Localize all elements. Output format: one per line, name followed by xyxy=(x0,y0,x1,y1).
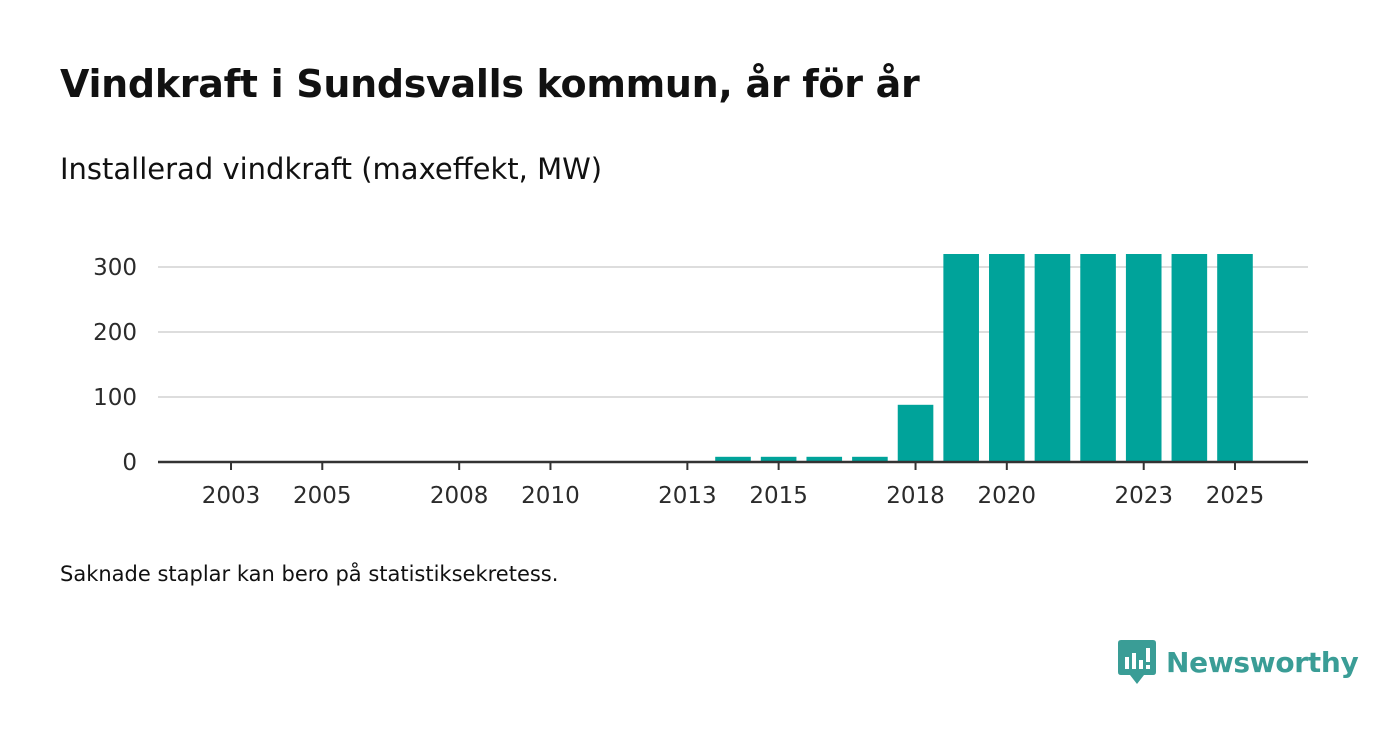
footnote: Saknade staplar kan bero på statistiksek… xyxy=(60,562,559,586)
x-tick-label-2020: 2020 xyxy=(978,483,1037,509)
x-tick-label-2015: 2015 xyxy=(749,483,808,509)
bar-2018 xyxy=(897,404,934,462)
tick-labels: 0 100 200 300 2003 2005 2008 2010 2013 2015 2018 20… xyxy=(93,255,1264,509)
x-tick-label-2013: 2013 xyxy=(658,483,717,509)
x-tick-label-2003: 2003 xyxy=(202,483,261,509)
bar-2023 xyxy=(1125,254,1162,462)
x-tick-label-2025: 2025 xyxy=(1206,483,1265,509)
chart-subtitle: Installerad vindkraft (maxeffekt, MW) xyxy=(60,152,603,186)
x-tick-label-2018: 2018 xyxy=(886,483,945,509)
y-tick-label-200: 200 xyxy=(93,320,137,346)
chart-title: Vindkraft i Sundsvalls kommun, år för år xyxy=(60,62,920,106)
x-tick-label-2005: 2005 xyxy=(293,483,352,509)
brand-logo[interactable]: Newsworthy xyxy=(1118,640,1359,684)
axes xyxy=(158,460,1308,470)
y-tick-label-100: 100 xyxy=(93,385,137,411)
y-tick-label-0: 0 xyxy=(122,450,137,476)
bar-2021 xyxy=(1034,254,1071,462)
bar-2020 xyxy=(989,254,1025,462)
brand-name: Newsworthy xyxy=(1166,645,1359,679)
bar-2015 xyxy=(760,456,797,462)
bar-2024 xyxy=(1171,254,1208,462)
bar-2019 xyxy=(943,254,979,462)
x-tick-label-2023: 2023 xyxy=(1114,483,1173,509)
bar-2016 xyxy=(806,456,843,462)
x-tick-label-2008: 2008 xyxy=(430,483,489,509)
gridlines xyxy=(158,266,1308,398)
newsworthy-logo-icon xyxy=(1118,640,1156,684)
x-tick-label-2010: 2010 xyxy=(521,483,580,509)
bar-2022 xyxy=(1080,254,1116,462)
bar-2014 xyxy=(715,456,751,462)
bar-2025 xyxy=(1217,254,1253,462)
bar-chart: 0 100 200 300 2003 2005 2008 2010 2013 2015 2018 20… xyxy=(93,254,1308,509)
bars xyxy=(715,254,1253,462)
bar-2017 xyxy=(852,456,888,462)
y-tick-label-300: 300 xyxy=(93,255,137,281)
